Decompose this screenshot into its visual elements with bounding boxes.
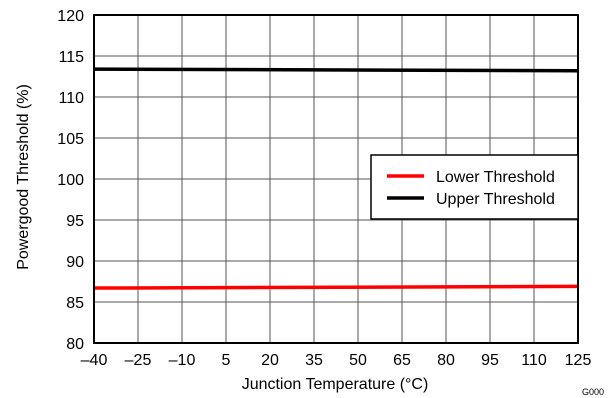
series-line-lower-threshold: [93, 284, 579, 290]
x-tick-label: 20: [261, 352, 279, 369]
y-tick-label: 90: [66, 254, 84, 271]
legend-box: [370, 154, 579, 220]
x-tick-label: 125: [565, 352, 592, 369]
x-tick-label: 95: [481, 352, 499, 369]
x-tick-labels: –40 –25 –10 5 20 35 50 65 80 95 110 125: [81, 352, 592, 369]
x-tick-label: –25: [125, 352, 152, 369]
x-tick-label: 50: [349, 352, 367, 369]
legend: Lower Threshold Upper Threshold: [370, 154, 579, 220]
y-tick-label: 95: [66, 213, 84, 230]
x-tick-label: 35: [305, 352, 323, 369]
y-tick-label: 85: [66, 295, 84, 312]
x-tick-label: 65: [393, 352, 411, 369]
x-axis-label: Junction Temperature (°C): [242, 376, 429, 393]
y-tick-labels: 120 115 110 105 100 95 90 85 80: [57, 8, 84, 353]
y-tick-label: 115: [58, 49, 84, 66]
figure-code: G000: [582, 387, 604, 397]
legend-label-lower: Lower Threshold: [436, 169, 555, 186]
y-tick-label: 100: [57, 172, 84, 189]
x-tick-label: –10: [169, 352, 196, 369]
x-tick-label: –40: [81, 352, 108, 369]
legend-label-upper: Upper Threshold: [436, 191, 555, 208]
series-lines: [93, 67, 579, 290]
y-tick-label: 80: [66, 336, 84, 353]
x-tick-label: 80: [437, 352, 455, 369]
y-tick-label: 120: [57, 8, 84, 25]
y-tick-label: 105: [57, 131, 84, 148]
series-line-upper-threshold: [93, 67, 579, 73]
x-tick-label: 5: [222, 352, 231, 369]
x-tick-label: 110: [521, 352, 547, 369]
y-axis-label: Powergood Threshold (%): [15, 84, 32, 270]
y-tick-label: 110: [58, 90, 84, 107]
